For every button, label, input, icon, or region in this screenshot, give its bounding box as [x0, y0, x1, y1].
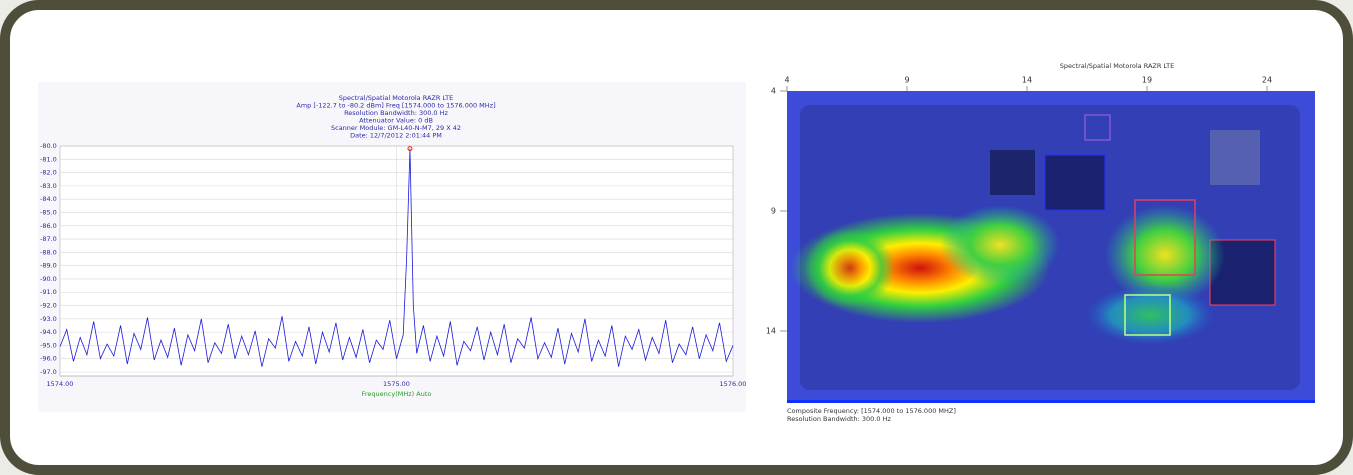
y-tick-label: -88.0	[40, 248, 57, 256]
x-tick-label: 24	[1262, 76, 1272, 85]
scale-bar	[787, 400, 1315, 403]
y-tick-label: -95.0	[40, 341, 57, 349]
chart-title: Spectral/Spatial Motorola RAZR LTE	[1060, 62, 1174, 70]
y-tick-label: -85.0	[40, 208, 57, 216]
hotspot	[1085, 285, 1215, 345]
chart-title: Spectral/Spatial Motorola RAZR LTE	[339, 94, 453, 102]
heatmap-image	[787, 91, 1315, 403]
chart-title: Scanner Module: GM-L40-N-M7, 29 X 42	[331, 124, 461, 132]
x-tick-label: 19	[1142, 76, 1152, 85]
y-tick-label: -81.0	[40, 155, 57, 163]
chip	[1044, 154, 1106, 211]
y-tick-label: 9	[771, 207, 776, 216]
hotspot	[805, 228, 895, 308]
y-tick-label: 14	[766, 327, 776, 336]
x-tick-label: 1575.00	[383, 380, 410, 388]
x-tick-label: 1574.00	[47, 380, 74, 388]
y-tick-label: -91.0	[40, 288, 57, 296]
x-axis-label: Frequency(MHz) Auto	[362, 390, 432, 398]
y-tick-label: -84.0	[40, 195, 57, 203]
chip	[1084, 114, 1111, 141]
peak-marker	[407, 146, 413, 152]
y-tick-label: -97.0	[40, 368, 57, 376]
chart-title: Amp [-122.7 to -80.2 dBm] Freq [1574.000…	[296, 102, 495, 110]
y-tick-label: 4	[771, 87, 776, 96]
chart-title: Attenuator Value: 0 dB	[359, 117, 433, 125]
chart-title: Resolution Bandwidth: 300.0 Hz	[344, 109, 448, 117]
y-tick-label: -92.0	[40, 302, 57, 310]
y-tick-label: -80.0	[40, 142, 57, 150]
y-tick-label: -82.0	[40, 169, 57, 177]
x-tick-label: 9	[904, 76, 909, 85]
x-tick-label: 14	[1022, 76, 1032, 85]
pad	[1210, 130, 1260, 185]
annotation: Composite Frequency: [1574.000 to 1576.0…	[787, 407, 956, 415]
spectrum-line	[59, 148, 734, 367]
x-tick-label: 4	[784, 76, 789, 85]
chip-outline	[1134, 199, 1196, 276]
y-tick-label: -86.0	[40, 222, 57, 230]
y-tick-label: -93.0	[40, 315, 57, 323]
y-tick-label: -87.0	[40, 235, 57, 243]
chip-outline	[1124, 294, 1171, 336]
annotation: Resolution Bandwidth: 300.0 Hz	[787, 415, 891, 423]
y-tick-label: -83.0	[40, 182, 57, 190]
chart-title: Date: 12/7/2012 2:01:44 PM	[350, 132, 442, 140]
y-tick-label: -96.0	[40, 355, 57, 363]
hotspot	[940, 205, 1060, 285]
y-tick-label: -89.0	[40, 262, 57, 270]
x-tick-label: 1576.00	[720, 380, 747, 388]
y-tick-label: -90.0	[40, 275, 57, 283]
chip	[990, 150, 1035, 195]
y-tick-label: -94.0	[40, 328, 57, 336]
